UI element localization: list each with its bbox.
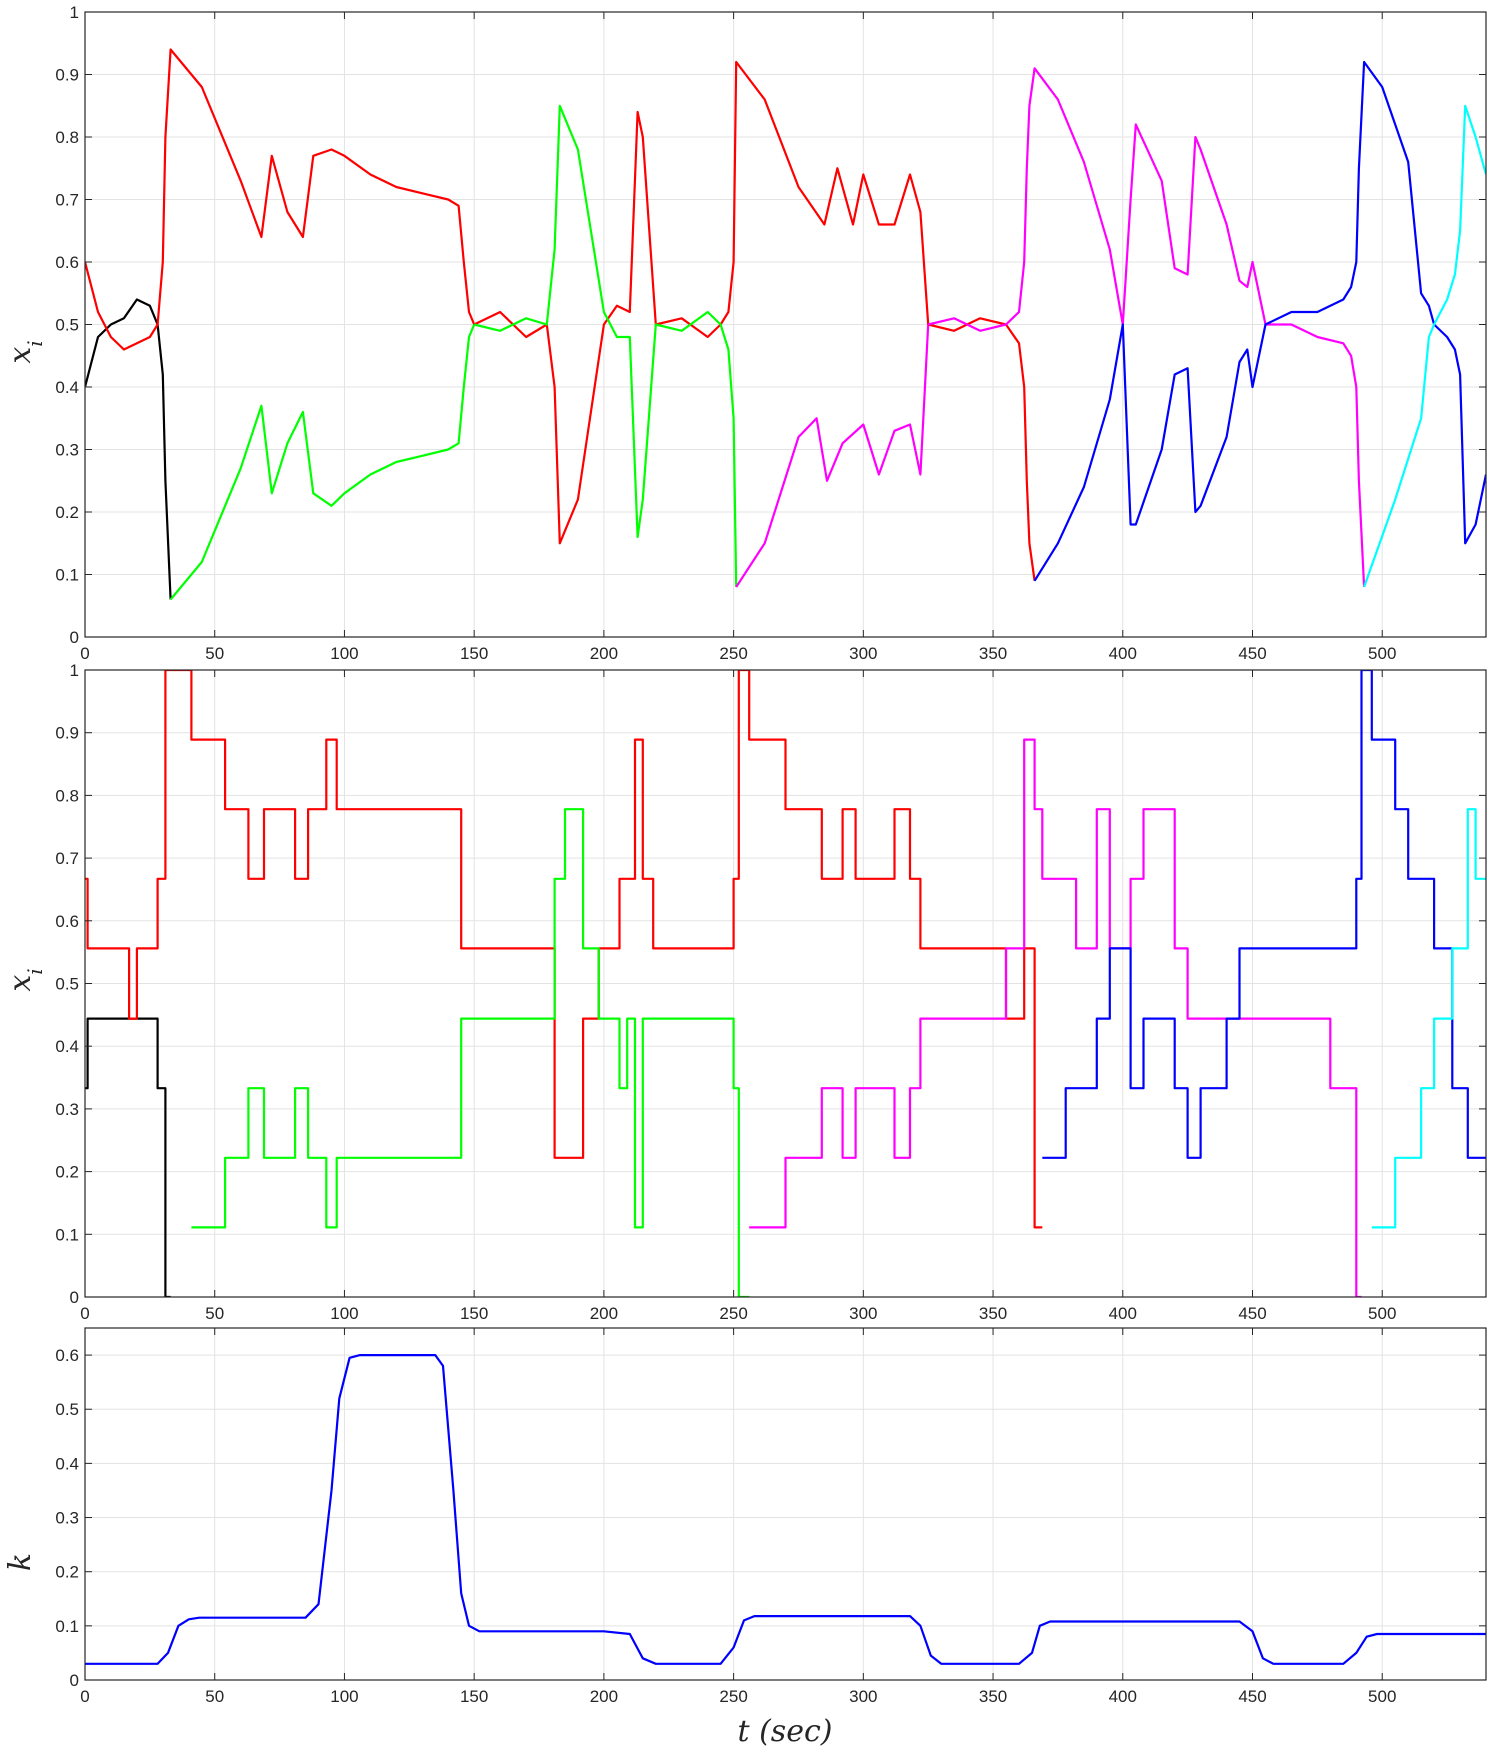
x-tick-label: 400 bbox=[1109, 1687, 1137, 1706]
y-tick-label: 0.1 bbox=[55, 566, 79, 585]
x-tick-label: 500 bbox=[1368, 1304, 1396, 1323]
x-tick-label: 100 bbox=[330, 1687, 358, 1706]
y-tick-label: 0.4 bbox=[55, 1454, 79, 1473]
y-tick-label: 0.7 bbox=[55, 849, 79, 868]
x-tick-label: 150 bbox=[460, 644, 488, 663]
x-tick-label: 100 bbox=[330, 1304, 358, 1323]
y-tick-label: 1 bbox=[70, 3, 79, 22]
y-tick-label: 1 bbox=[70, 661, 79, 680]
y-tick-label: 0.7 bbox=[55, 191, 79, 210]
series-group bbox=[85, 1353, 1486, 1665]
x-tick-label: 450 bbox=[1238, 1304, 1266, 1323]
series-line-black bbox=[85, 1017, 171, 1297]
series-line-red bbox=[85, 670, 1043, 1229]
y-tick-label: 0 bbox=[70, 1671, 79, 1690]
x-tick-label: 250 bbox=[719, 644, 747, 663]
y-tick-label: 0.9 bbox=[55, 66, 79, 85]
series-line-blue bbox=[1042, 670, 1486, 1159]
y-tick-label: 0.2 bbox=[55, 503, 79, 522]
y-axis-label-top-sub: i bbox=[23, 340, 47, 346]
series-line-magenta bbox=[927, 67, 1366, 588]
panel-middle-quantized: 0 50 100 150 200 250 300 350 400 450 500 0 0.1 0.2 0.3… bbox=[55, 661, 1487, 1323]
series-line-black bbox=[85, 298, 172, 600]
x-tick-label: 150 bbox=[460, 1687, 488, 1706]
y-tick-label: 0.2 bbox=[55, 1563, 79, 1582]
x-tick-label: 50 bbox=[205, 1687, 224, 1706]
x-tick-label: 100 bbox=[330, 644, 358, 663]
x-tick-label: 300 bbox=[849, 644, 877, 663]
x-tick-label: 200 bbox=[590, 1304, 618, 1323]
y-tick-label: 0 bbox=[70, 1288, 79, 1307]
y-tick-label: 0.8 bbox=[55, 128, 79, 147]
series-line-cyan bbox=[1371, 808, 1486, 1229]
x-tick-label: 500 bbox=[1368, 1687, 1396, 1706]
y-axis-label-middle-main: x bbox=[3, 975, 38, 992]
y-tick-label: 0.3 bbox=[55, 1509, 79, 1528]
x-tick-label: 250 bbox=[719, 1687, 747, 1706]
y-tick-label: 0.2 bbox=[55, 1163, 79, 1182]
series-line-green bbox=[169, 324, 476, 601]
x-tick-label: 400 bbox=[1109, 1304, 1137, 1323]
panel-bottom-gain: 0 50 100 150 200 250 300 350 400 450 500 0 0.1 0.2 0.3… bbox=[55, 1327, 1487, 1706]
series-line-magenta bbox=[749, 738, 1362, 1297]
y-tick-label: 0.4 bbox=[55, 378, 79, 397]
x-tick-label: 450 bbox=[1238, 644, 1266, 663]
y-tick-label: 0.1 bbox=[55, 1225, 79, 1244]
y-tick-label: 0.3 bbox=[55, 1100, 79, 1119]
y-tick-label: 0.5 bbox=[55, 1400, 79, 1419]
y-tick-label: 0.6 bbox=[55, 1346, 79, 1365]
x-tick-label: 200 bbox=[590, 1687, 618, 1706]
y-tick-label: 0.3 bbox=[55, 441, 79, 460]
series-line-blue bbox=[1033, 60, 1486, 582]
plot-frame bbox=[84, 1327, 1487, 1681]
x-tick-label: 500 bbox=[1368, 644, 1396, 663]
x-tick-label: 50 bbox=[205, 1304, 224, 1323]
x-tick-label: 450 bbox=[1238, 1687, 1266, 1706]
x-tick-label: 300 bbox=[849, 1304, 877, 1323]
y-tick-label: 0 bbox=[70, 628, 79, 647]
x-tick-label: 350 bbox=[979, 1304, 1007, 1323]
x-tick-label: 350 bbox=[979, 1687, 1007, 1706]
y-axis-label-middle-sub: i bbox=[23, 968, 47, 974]
y-axis-label-top-main: x bbox=[3, 347, 38, 364]
y-tick-label: 0.9 bbox=[55, 724, 79, 743]
panel-top-continuous: 0 50 100 150 200 250 300 350 400 450 500 0 0.1 0.2 0.3… bbox=[55, 3, 1487, 663]
x-tick-label: 0 bbox=[80, 1304, 89, 1323]
x-tick-label: 400 bbox=[1109, 644, 1137, 663]
y-tick-label: 0.5 bbox=[55, 975, 79, 994]
series-line-green bbox=[473, 104, 738, 588]
x-tick-label: 0 bbox=[80, 1687, 89, 1706]
series-line-red bbox=[473, 60, 930, 545]
x-tick-label: 50 bbox=[205, 644, 224, 663]
series-line-cyan bbox=[1363, 104, 1486, 588]
y-axis-label-middle: xi bbox=[3, 968, 47, 991]
series-group bbox=[85, 48, 1486, 601]
y-tick-label: 0.4 bbox=[55, 1037, 79, 1056]
x-axis-label: t (sec) bbox=[738, 1714, 833, 1749]
x-tick-label: 200 bbox=[590, 644, 618, 663]
y-tick-label: 0.1 bbox=[55, 1617, 79, 1636]
series-line-blue bbox=[85, 1353, 1486, 1665]
x-tick-label: 0 bbox=[80, 644, 89, 663]
y-tick-label: 0.8 bbox=[55, 786, 79, 805]
series-line-green bbox=[191, 808, 750, 1297]
y-tick-label: 0.5 bbox=[55, 316, 79, 335]
x-tick-label: 250 bbox=[719, 1304, 747, 1323]
x-tick-label: 150 bbox=[460, 1304, 488, 1323]
series-line-magenta bbox=[735, 324, 930, 588]
y-tick-label: 0.6 bbox=[55, 912, 79, 931]
series-line-red bbox=[85, 48, 476, 351]
x-tick-label: 300 bbox=[849, 1687, 877, 1706]
y-axis-label-bottom: k bbox=[3, 1553, 38, 1571]
x-tick-label: 350 bbox=[979, 644, 1007, 663]
series-group bbox=[85, 670, 1486, 1297]
y-axis-label-top: xi bbox=[3, 340, 47, 363]
y-tick-label: 0.6 bbox=[55, 253, 79, 272]
series-line-red bbox=[927, 317, 1036, 581]
